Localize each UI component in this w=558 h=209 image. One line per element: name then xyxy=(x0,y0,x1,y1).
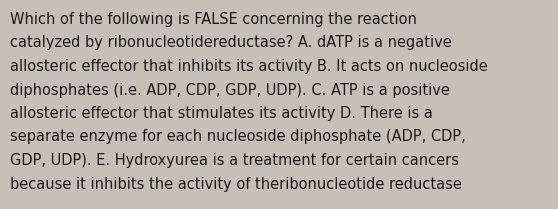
Text: diphosphates (i.e. ADP, CDP, GDP, UDP). C. ATP is a positive: diphosphates (i.e. ADP, CDP, GDP, UDP). … xyxy=(10,83,450,98)
Text: because it inhibits the activity of theribonucleotide reductase: because it inhibits the activity of ther… xyxy=(10,176,462,191)
Text: allosteric effector that stimulates its activity D. There is a: allosteric effector that stimulates its … xyxy=(10,106,433,121)
Text: GDP, UDP). E. Hydroxyurea is a treatment for certain cancers: GDP, UDP). E. Hydroxyurea is a treatment… xyxy=(10,153,459,168)
Text: allosteric effector that inhibits its activity B. It acts on nucleoside: allosteric effector that inhibits its ac… xyxy=(10,59,488,74)
Text: separate enzyme for each nucleoside diphosphate (ADP, CDP,: separate enzyme for each nucleoside diph… xyxy=(10,130,466,144)
Text: Which of the following is FALSE concerning the reaction: Which of the following is FALSE concerni… xyxy=(10,12,417,27)
Text: catalyzed by ribonucleotidereductase? A. dATP is a negative: catalyzed by ribonucleotidereductase? A.… xyxy=(10,36,452,51)
